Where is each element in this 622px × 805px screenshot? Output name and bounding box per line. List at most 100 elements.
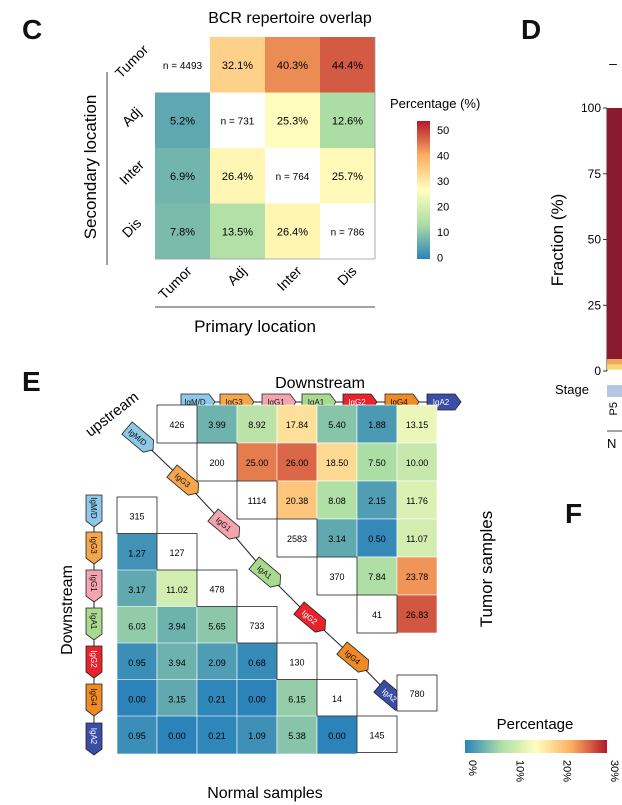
heatmap-e-normal-count-label: 315 bbox=[129, 511, 144, 521]
colorbar-e-tick-label: 30% bbox=[608, 760, 620, 782]
bar-d-top-mark: – bbox=[609, 55, 617, 71]
heatmap-c-cell-label: 13.5% bbox=[222, 226, 253, 238]
heatmap-e-normal-cell-label: 3.17 bbox=[128, 585, 146, 595]
heatmap-e-tumor-count bbox=[356, 594, 398, 634]
heatmap-c-cell-label: 44.4% bbox=[332, 60, 363, 72]
heatmap-e-tumor-count bbox=[236, 480, 278, 520]
heatmap-c-cell-label: 32.1% bbox=[222, 60, 253, 72]
heatmap-e-normal-cell bbox=[116, 606, 158, 645]
isotype-tag-label: IgG4 bbox=[89, 688, 98, 706]
heatmap-e-normal-cell-label: 2.09 bbox=[208, 658, 226, 668]
isotype-tag-label: IgG2 bbox=[89, 650, 98, 668]
heatmap-e-tumor-cell-label: 11.07 bbox=[406, 534, 428, 544]
heatmap-e-normal-count bbox=[356, 715, 398, 753]
colorbar-c-tick-label: 20 bbox=[437, 202, 449, 214]
isotype-tag-label: IgM/D bbox=[184, 398, 206, 407]
heatmap-e-title: Downstream bbox=[275, 375, 365, 392]
heatmap-c-cell-label: 25.3% bbox=[277, 115, 308, 127]
heatmap-e-tumor-cell bbox=[356, 518, 398, 558]
heatmap-e-normal-cell bbox=[236, 679, 278, 718]
isotype-tag-shape bbox=[248, 556, 281, 588]
heatmap-c-row-label: Adj bbox=[119, 104, 145, 130]
isotype-tag-left-5: IgG4 bbox=[85, 683, 103, 717]
heatmap-e-normal-cell bbox=[116, 533, 158, 572]
colorbar-e-ticks: 0% 10% 20% 30% bbox=[466, 760, 620, 782]
heatmap-c-cell-label: n = 731 bbox=[221, 116, 255, 127]
isotype-tag-diag-4: IgG2 bbox=[293, 601, 326, 633]
heatmap-e-normal-cell-label: 3.94 bbox=[168, 622, 186, 632]
isotype-tag-label: IgM/D bbox=[89, 497, 98, 519]
colorbar-c-tick-label: 10 bbox=[437, 227, 449, 239]
heatmap-e-tumor-count-label: 370 bbox=[329, 572, 344, 582]
bar-d-segment bbox=[607, 364, 622, 370]
bar-d-segment bbox=[607, 108, 622, 360]
bar-d-segments bbox=[607, 108, 622, 370]
heatmap-c-cell-label: n = 786 bbox=[331, 227, 365, 238]
isotype-tag-shape bbox=[85, 531, 103, 565]
bar-d-ytick-label: 25 bbox=[588, 298, 602, 312]
isotype-tag-shape bbox=[85, 569, 103, 603]
isotype-tag-label: IgG1 bbox=[267, 398, 285, 407]
heatmap-e-normal-cell bbox=[116, 569, 158, 609]
heatmap-e-normal-cell-label: 11.02 bbox=[166, 585, 188, 595]
heatmap-e-normal-count-label: 127 bbox=[169, 548, 184, 558]
isotype-tag-label: IgG3 bbox=[89, 536, 98, 554]
heatmap-e-normal-cell bbox=[196, 606, 238, 645]
colorbar-e-tick-label: 20% bbox=[561, 760, 573, 782]
colorbar-e-title: Percentage bbox=[497, 716, 574, 733]
heatmap-c-cell bbox=[210, 148, 265, 204]
heatmap-e-tumor-cell-label: 18.50 bbox=[326, 458, 349, 468]
heatmap-e-normal-cell bbox=[236, 642, 278, 682]
heatmap-e-tumor-cell bbox=[396, 404, 438, 444]
heatmap-c-title: BCR repertoire overlap bbox=[208, 10, 372, 27]
heatmap-e-bottom-label: Normal samples bbox=[207, 785, 323, 802]
heatmap-e-tumor-cell-label: 23.78 bbox=[406, 572, 429, 582]
heatmap-e-tumor-cell-label: 10.00 bbox=[406, 458, 429, 468]
colorbar-c-tick-label: 0 bbox=[437, 253, 443, 265]
heatmap-e-normal-count bbox=[116, 496, 158, 534]
heatmap-e-normal-count-label: 733 bbox=[249, 621, 264, 631]
heatmap-e-normal-cell-label: 0.00 bbox=[328, 731, 346, 741]
isotype-tag-shape bbox=[85, 607, 103, 641]
heatmap-e-tumor-cell-label: 0.50 bbox=[368, 534, 386, 544]
heatmap-e-normal-cell-label: 1.27 bbox=[128, 549, 146, 559]
heatmap-c-cell bbox=[155, 92, 210, 148]
heatmap-e-tumor-cell-label: 25.00 bbox=[246, 458, 269, 468]
heatmap-e-normal-cell-label: 0.21 bbox=[208, 695, 226, 705]
heatmap-c-cell bbox=[265, 148, 320, 204]
heatmap-c-cell bbox=[265, 92, 320, 148]
heatmap-e-tumor-cell-label: 7.84 bbox=[368, 572, 386, 582]
heatmap-c-column-label: Tumor bbox=[155, 263, 195, 303]
isotype-tag-shape bbox=[121, 421, 154, 453]
heatmap-c-cell-label: 40.3% bbox=[277, 60, 308, 72]
heatmap-e-tumor-cell bbox=[316, 442, 358, 482]
heatmap-e-tumor-cell-label: 26.00 bbox=[286, 458, 309, 468]
heatmap-e-tumor-cell bbox=[196, 404, 238, 444]
heatmap-c-cell bbox=[265, 37, 320, 93]
heatmap-c-row-labels: Tumor Adj Inter Dis bbox=[112, 41, 152, 240]
heatmap-c-ylabel: Secondary location bbox=[81, 95, 100, 240]
heatmap-e-tumor-cell-label: 13.15 bbox=[406, 420, 429, 430]
heatmap-c-cells: n = 4493 32.1% 40.3% 44.4% 5.2% n = 731 25.3% 1… bbox=[155, 37, 376, 260]
heatmap-c-cell-label: 5.2% bbox=[170, 115, 195, 127]
heatmap-e-normal-count bbox=[316, 679, 358, 717]
heatmap-c-cell bbox=[320, 92, 375, 148]
heatmap-e-tumor-cell bbox=[316, 480, 358, 520]
heatmap-e-normal-cell-label: 5.38 bbox=[288, 731, 306, 741]
heatmap-e-normal-count bbox=[196, 569, 238, 607]
bar-d-sample-label: P5 bbox=[608, 402, 620, 415]
heatmap-e-tumor-count-label: 2583 bbox=[287, 534, 307, 544]
heatmap-e-tumor-cell bbox=[276, 480, 318, 520]
heatmap-e-normal-cell-label: 3.94 bbox=[168, 658, 186, 668]
isotype-tag-shape bbox=[293, 601, 326, 633]
heatmap-c-cell bbox=[320, 37, 375, 93]
isotype-tag-left-3: IgA1 bbox=[85, 607, 103, 641]
bar-d-yticks: 100 75 50 25 0 bbox=[581, 101, 608, 378]
heatmap-c-cell-label: 12.6% bbox=[332, 115, 363, 127]
panel-label-f: F bbox=[565, 498, 583, 529]
heatmap-e-normal-cell-label: 6.15 bbox=[288, 695, 306, 705]
isotype-tag-shape bbox=[207, 508, 240, 540]
heatmap-e-normal-cell bbox=[116, 679, 158, 718]
isotype-tag-label: IgG4 bbox=[390, 398, 408, 407]
